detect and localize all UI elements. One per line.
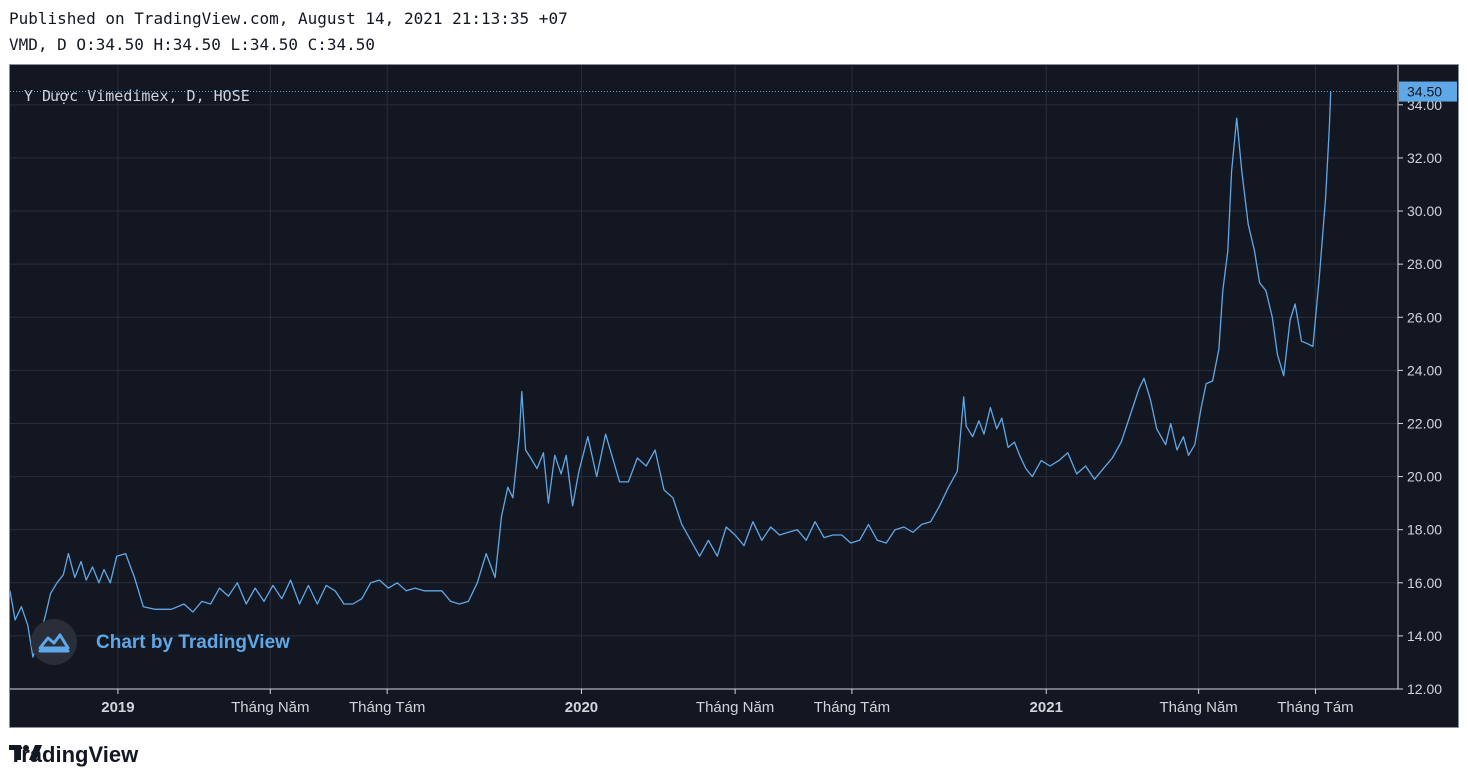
x-tick-label: Tháng Năm xyxy=(231,699,309,716)
y-tick-label: 28.00 xyxy=(1407,256,1442,272)
chart-title: Y Dược Vimedimex, D, HOSE xyxy=(24,87,250,105)
x-tick-label: Tháng Tám xyxy=(814,699,890,716)
series-layer xyxy=(10,91,1332,658)
x-tick-label: Tháng Năm xyxy=(696,699,774,716)
chart-frame[interactable]: Y Dược Vimedimex, D, HOSE 12.00 14.00 16.0… xyxy=(9,64,1459,728)
grid xyxy=(10,65,1398,690)
last-price-tag: 34.50 xyxy=(10,81,1457,102)
y-tick-label: 26.00 xyxy=(1407,309,1442,325)
footer-brand-name: TradingView xyxy=(9,742,139,767)
y-tick-label: 24.00 xyxy=(1407,362,1442,378)
axes: 12.00 14.00 16.00 18.00 20.00 22.00 24.00 26.00… xyxy=(10,65,1442,716)
y-tick-label: 32.00 xyxy=(1407,150,1442,166)
price-chart[interactable]: Y Dược Vimedimex, D, HOSE 12.00 14.00 16.0… xyxy=(10,65,1458,727)
last-price-tag-box xyxy=(1399,81,1457,102)
y-tick-label: 16.00 xyxy=(1407,575,1442,591)
y-tick-label: 20.00 xyxy=(1407,469,1442,485)
y-tick-label: 12.00 xyxy=(1407,681,1442,697)
y-tick-label: 18.00 xyxy=(1407,522,1442,538)
x-tick-label: Tháng Tám xyxy=(349,699,425,716)
tradingview-watermark[interactable]: Chart by TradingView xyxy=(31,619,290,665)
x-tick-label: Tháng Tám xyxy=(1277,699,1353,716)
y-tick-label: 22.00 xyxy=(1407,415,1442,431)
last-price-tag-label: 34.50 xyxy=(1407,84,1442,100)
ohlc-readout: VMD, D O:34.50 H:34.50 L:34.50 C:34.50 xyxy=(9,35,376,54)
tradingview-logo-icon xyxy=(9,745,42,760)
x-tick-label: Tháng Năm xyxy=(1159,699,1237,716)
x-tick-label: 2019 xyxy=(101,699,134,716)
watermark-label: Chart by TradingView xyxy=(96,632,290,653)
published-info: Published on TradingView.com, August 14,… xyxy=(9,9,568,28)
x-tick-label: 2020 xyxy=(565,699,598,716)
x-tick-label: 2021 xyxy=(1030,699,1063,716)
y-tick-label: 30.00 xyxy=(1407,203,1442,219)
price-line xyxy=(10,91,1332,658)
tradingview-cloud-icon xyxy=(31,619,77,665)
tradingview-brand[interactable]: TradingView xyxy=(9,742,138,768)
y-tick-label: 14.00 xyxy=(1407,628,1442,644)
